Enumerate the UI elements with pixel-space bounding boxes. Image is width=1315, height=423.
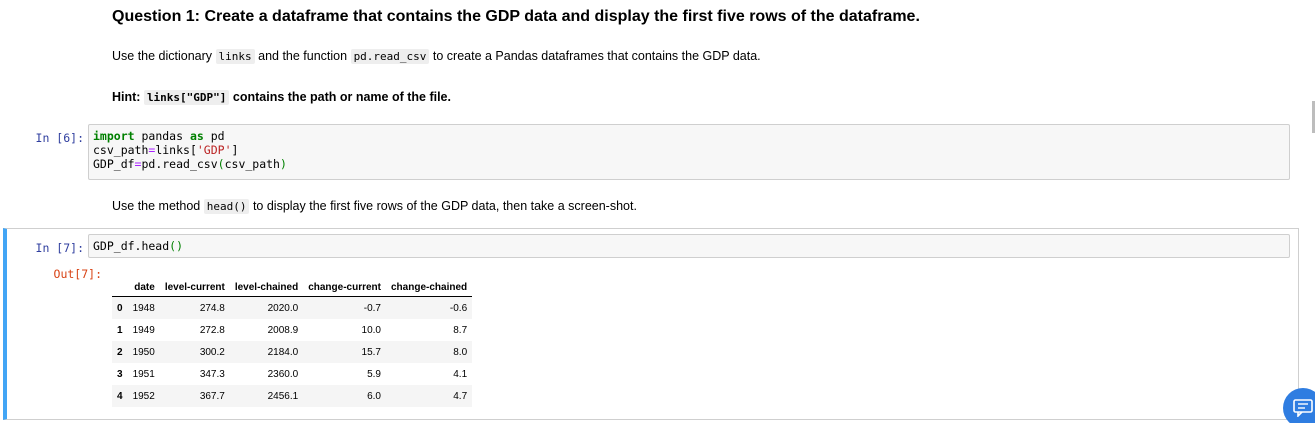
code-token: ] [231, 143, 239, 157]
table-row: 4 1952 367.7 2456.1 6.0 4.7 [112, 385, 473, 407]
inline-code-links-gdp: links["GDP"] [143, 90, 230, 105]
cell-level-current: 272.8 [199, 324, 225, 336]
p2-text-a: Use the method [112, 199, 204, 213]
cell-level-chained: 2456.1 [267, 390, 299, 402]
cell-change-current: 15.7 [361, 346, 381, 358]
question-title: Question 1: Create a dataframe that cont… [112, 8, 920, 25]
code-token: pd.read_csv [141, 157, 218, 171]
scrollbar-thumb[interactable] [1312, 101, 1315, 133]
cell-change-chained: 8.7 [453, 324, 468, 336]
cell-7-input-prompt: In [7]: [35, 241, 84, 255]
cell-change-current: 6.0 [367, 390, 381, 402]
table-header-row: date level-current level-chained change-… [112, 278, 473, 297]
code-token: pd [203, 129, 225, 143]
code-token: as [189, 129, 204, 143]
hint-paragraph: Hint: links["GDP"] contains the path or … [112, 90, 451, 105]
cell-level-current: 300.2 [199, 346, 225, 358]
code-token: GDP_df.head [93, 239, 170, 253]
row-index: 2 [117, 346, 123, 358]
cell-date: 1951 [132, 368, 155, 380]
table-row: 0 1948 274.8 2020.0 -0.7 -0.6 [112, 296, 473, 319]
code-token: ( [217, 157, 225, 171]
code-token: GDP_df [93, 157, 135, 171]
inline-code-read-csv: pd.read_csv [350, 49, 430, 64]
cell-date: 1950 [132, 346, 155, 358]
cell-date: 1952 [132, 390, 155, 402]
inline-code-head: head() [203, 199, 250, 214]
cell-level-current: 347.3 [199, 368, 225, 380]
cell-change-chained: 4.7 [453, 390, 468, 402]
code-token: pandas [134, 129, 190, 143]
code-token: csv_path [224, 157, 280, 171]
code-token: links[ [155, 143, 197, 157]
column-header-level-chained: level-chained [229, 278, 304, 297]
cell-date: 1949 [132, 324, 155, 336]
chat-feedback-button[interactable] [1283, 388, 1315, 423]
code-token: = [148, 143, 156, 157]
row-index: 0 [117, 302, 123, 314]
column-header-date: date [127, 278, 160, 297]
cell-7-output-prompt: Out[7]: [53, 267, 102, 281]
cell-6-input-prompt: In [6]: [35, 131, 84, 145]
markdown-paragraph-1: Use the dictionary links and the functio… [112, 49, 761, 64]
p1-text-c: to create a Pandas dataframes that conta… [429, 49, 761, 63]
dataframe-table: date level-current level-chained change-… [112, 278, 473, 407]
table-row: 2 1950 300.2 2184.0 15.7 8.0 [112, 341, 473, 363]
row-index: 1 [117, 324, 123, 336]
cell-level-chained: 2008.9 [267, 324, 299, 336]
column-header-change-current: change-current [303, 278, 386, 297]
code-token: () [169, 239, 184, 253]
column-header-level-current: level-current [159, 278, 230, 297]
cell-7-code-editor[interactable]: GDP_df.head() [88, 234, 1290, 258]
hint-text-b: contains the path or name of the file. [229, 90, 451, 104]
cell-6-code-editor[interactable]: import pandas as pd csv_path=links['GDP'… [88, 124, 1290, 180]
cell-level-chained: 2020.0 [267, 302, 299, 314]
p1-text-b: and the function [254, 49, 351, 63]
p2-text-b: to display the first five rows of the GD… [249, 199, 637, 213]
code-token: import [93, 129, 135, 143]
cell-level-chained: 2360.0 [267, 368, 299, 380]
cell-change-chained: 8.0 [453, 346, 468, 358]
cell-change-current: 10.0 [361, 324, 381, 336]
cell-7-selected-frame[interactable] [3, 228, 1299, 420]
code-token: csv_path [93, 143, 149, 157]
cell-change-current: -0.7 [363, 302, 381, 314]
p1-text-a: Use the dictionary [112, 49, 216, 63]
inline-code-links: links [215, 49, 255, 64]
row-index: 3 [117, 368, 123, 380]
table-row: 1 1949 272.8 2008.9 10.0 8.7 [112, 319, 472, 341]
cell-date: 1948 [132, 302, 155, 314]
cell-level-current: 274.8 [199, 302, 225, 314]
code-token: 'GDP' [196, 143, 232, 157]
code-token: ) [279, 157, 287, 171]
cell-change-chained: -0.6 [449, 302, 468, 314]
markdown-paragraph-2: Use the method head() to display the fir… [112, 199, 637, 214]
cell-change-current: 5.9 [367, 368, 381, 380]
cell-change-chained: 4.1 [453, 368, 468, 380]
code-token: = [134, 157, 142, 171]
row-index: 4 [117, 390, 123, 402]
cell-level-current: 367.7 [199, 390, 225, 402]
column-header-change-chained: change-chained [386, 278, 473, 297]
cell-level-chained: 2184.0 [267, 346, 299, 358]
hint-text-a: Hint: [112, 90, 144, 104]
table-row: 3 1951 347.3 2360.0 5.9 4.1 [112, 363, 472, 385]
column-header-index [112, 278, 128, 297]
chat-feedback-icon [1293, 399, 1313, 417]
